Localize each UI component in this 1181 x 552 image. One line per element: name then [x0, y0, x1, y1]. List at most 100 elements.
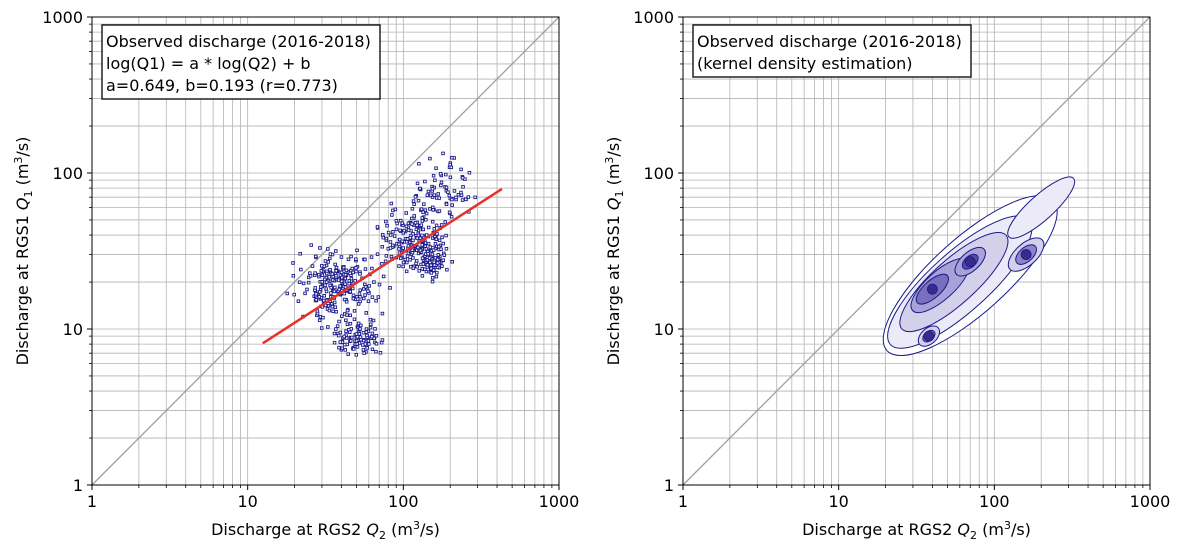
scatter-point	[332, 331, 337, 336]
scatter-point	[413, 195, 418, 199]
scatter-point	[390, 243, 395, 248]
scatter-point	[332, 340, 337, 345]
y-tick-label: 1000	[633, 8, 674, 27]
scatter-point	[344, 329, 348, 333]
scatter-point	[356, 321, 361, 326]
scatter-point	[433, 178, 437, 183]
scatter-point	[431, 208, 435, 212]
scatter-point	[405, 254, 410, 258]
scatter-point	[361, 348, 366, 352]
x-axis-label: Discharge at RGS2 Q2 (m3/s)	[802, 519, 1031, 542]
scatter-point	[324, 280, 329, 284]
scatter-point	[394, 227, 399, 232]
scatter-point	[351, 296, 356, 301]
scatter-point	[342, 291, 347, 296]
scatter-point	[397, 264, 401, 268]
scatter-point	[367, 284, 371, 288]
scatter-point	[439, 223, 444, 227]
scatter-point	[386, 230, 391, 235]
scatter-point	[454, 195, 458, 200]
scatter-point	[363, 257, 367, 262]
scatter-point	[301, 281, 306, 286]
scatter-point	[430, 252, 435, 257]
annotation-line: (kernel density estimation)	[697, 54, 913, 73]
scatter-point	[448, 175, 453, 180]
scatter-point	[397, 247, 401, 251]
scatter-point	[342, 342, 347, 347]
scatter-point	[374, 298, 378, 303]
scatter-point	[401, 246, 405, 250]
scatter-point	[425, 263, 430, 267]
scatter-point	[408, 235, 413, 240]
scatter-point	[371, 318, 376, 323]
scatter-point	[409, 216, 414, 221]
scatter-point	[435, 257, 440, 262]
scatter-point	[431, 268, 436, 272]
scatter-point	[352, 347, 356, 351]
scatter-point	[381, 274, 386, 279]
scatter-point	[327, 275, 331, 279]
scatter-point	[374, 342, 379, 346]
scatter-point	[395, 221, 399, 226]
scatter-point	[439, 180, 444, 185]
scatter-point	[431, 173, 436, 178]
x-tick-label: 10	[237, 492, 257, 511]
scatter-point	[406, 244, 411, 248]
scatter-point	[361, 296, 366, 301]
scatter-point	[314, 298, 318, 302]
scatter-point	[355, 248, 359, 253]
scatter-point	[319, 326, 324, 330]
scatter-point	[348, 271, 352, 276]
scatter-point	[434, 166, 438, 170]
scatter-point	[384, 254, 389, 258]
scatter-point	[354, 269, 358, 274]
scatter-point	[423, 267, 427, 272]
scatter-point	[363, 267, 368, 271]
scatter-point	[349, 276, 354, 281]
scatter-point	[424, 211, 429, 216]
scatter-point	[317, 290, 322, 294]
scatter-point	[298, 251, 302, 256]
scatter-point	[381, 235, 386, 240]
scatter-point	[439, 247, 443, 251]
scatter-point	[313, 286, 318, 290]
scatter-point	[323, 283, 327, 287]
scatter-points	[285, 151, 477, 357]
scatter-point	[314, 292, 318, 296]
scatter-point	[430, 195, 435, 199]
scatter-point	[363, 293, 367, 297]
scatter-point	[424, 217, 428, 222]
scatter-point	[370, 347, 375, 352]
scatter-point	[422, 202, 426, 206]
scatter-point	[406, 251, 411, 256]
scatter-point	[441, 258, 445, 262]
scatter-point	[459, 190, 463, 195]
scatter-point	[427, 256, 432, 260]
scatter-point	[343, 276, 348, 281]
scatter-point	[369, 255, 374, 259]
scatter-point	[362, 351, 366, 355]
scatter-point	[303, 291, 307, 296]
scatter-point	[415, 181, 420, 186]
scatter-point	[348, 313, 353, 318]
scatter-point	[444, 233, 448, 238]
scatter-point	[442, 253, 447, 257]
scatter-point	[328, 268, 332, 272]
scatter-point	[450, 260, 455, 264]
scatter-point	[322, 293, 326, 298]
scatter-point	[343, 282, 347, 286]
scatter-point	[408, 258, 412, 262]
scatter-point	[320, 280, 324, 284]
scatter-point	[380, 311, 385, 316]
scatter-point	[450, 155, 454, 160]
scatter-point	[322, 298, 326, 303]
scatter-point	[296, 299, 301, 303]
scatter-point	[417, 161, 421, 166]
annotation-line: a=0.649, b=0.193 (r=0.773)	[106, 76, 338, 95]
scatter-point	[456, 193, 461, 197]
scatter-point	[326, 247, 330, 251]
scatter-point	[365, 333, 369, 338]
scatter-point	[344, 300, 349, 304]
right-density-panel: 11 10 10 100 100 1000 1000 Discharge at RGS2 Q2…	[603, 8, 1170, 542]
scatter-point	[420, 216, 424, 220]
